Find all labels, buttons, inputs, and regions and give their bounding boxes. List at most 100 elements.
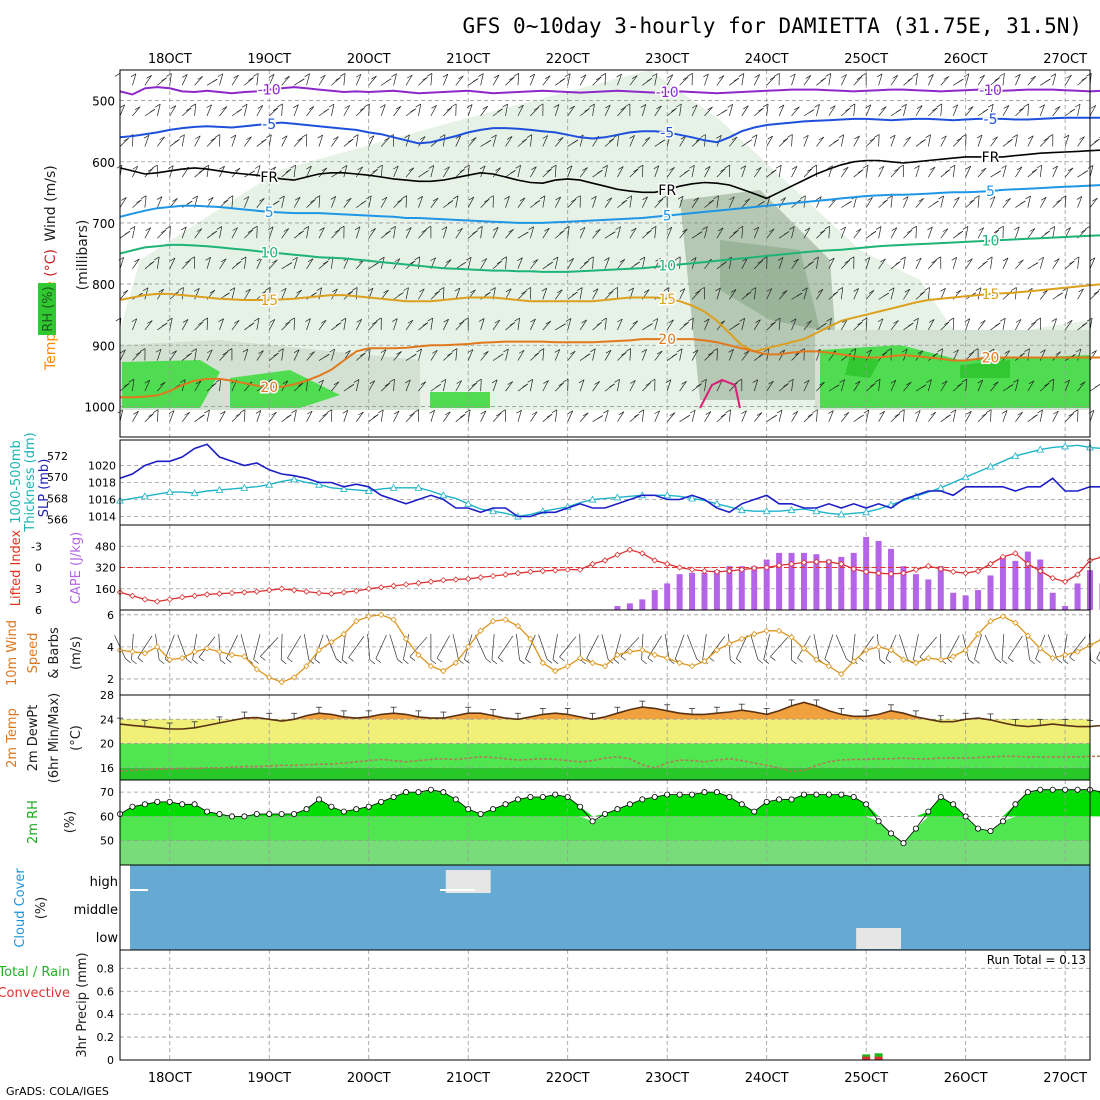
wind-barb-flag bbox=[354, 226, 361, 231]
wind-barb bbox=[1089, 165, 1094, 178]
wind-barb-flag bbox=[907, 77, 913, 82]
wind-barb bbox=[492, 134, 497, 147]
cape-bar bbox=[838, 556, 845, 610]
thickness-point bbox=[787, 506, 796, 514]
precip-convective-bar bbox=[874, 1056, 883, 1060]
wind-barb bbox=[592, 103, 595, 116]
wind-barb-flag bbox=[743, 350, 750, 355]
time-tick-label: 19OCT bbox=[247, 1071, 291, 1086]
wind-barb bbox=[318, 379, 324, 392]
wind-speed-point bbox=[651, 651, 658, 659]
wind-barb-flag bbox=[915, 257, 922, 262]
thickness-point bbox=[837, 510, 846, 518]
wind-barb bbox=[1077, 136, 1085, 147]
wind-barb bbox=[542, 320, 552, 331]
wind-barb-flag bbox=[551, 409, 558, 414]
wind-barb-flag bbox=[466, 104, 473, 108]
wind-barb bbox=[965, 73, 970, 86]
cloud-cover-area bbox=[130, 865, 1090, 950]
wind-barb-flag bbox=[913, 317, 919, 322]
rh-point bbox=[315, 796, 322, 803]
wind-barb-flag bbox=[820, 77, 827, 82]
panel-frame bbox=[119, 949, 1091, 1061]
wind-barb-flag bbox=[830, 105, 836, 109]
wind-barb-flag bbox=[260, 291, 266, 295]
wind-barb-flag bbox=[236, 108, 243, 113]
wind-barb-flag bbox=[568, 258, 574, 262]
wind-barb-flag bbox=[318, 379, 324, 384]
wind-barb bbox=[604, 104, 611, 117]
wind-barb-flag bbox=[943, 76, 949, 80]
tick-label: 900 bbox=[92, 339, 115, 353]
wind-barb-flag bbox=[1013, 379, 1019, 383]
wind-barb-flag bbox=[736, 378, 742, 383]
wind-barb bbox=[1027, 76, 1036, 86]
wind-barb-flag bbox=[592, 288, 599, 292]
wind-barb bbox=[530, 134, 533, 147]
li-point bbox=[925, 562, 932, 570]
wind-barb bbox=[281, 321, 291, 331]
rh-point bbox=[713, 789, 720, 796]
y-axis-title: CAPE (J/kg) bbox=[69, 532, 84, 604]
li-point bbox=[328, 590, 335, 597]
wind-barb-flag bbox=[663, 287, 670, 291]
wind-barb bbox=[853, 76, 863, 86]
wind-barb bbox=[1064, 167, 1074, 178]
wind-barb-flag bbox=[647, 323, 653, 327]
wind-barb-flag bbox=[789, 226, 795, 230]
wind-barb-flag bbox=[329, 348, 335, 353]
wind-barb bbox=[542, 227, 550, 239]
wind-barb-flag bbox=[421, 229, 427, 233]
wind-barb-flag bbox=[219, 165, 225, 170]
wind-barb-flag bbox=[882, 199, 888, 204]
wind-barb-flag bbox=[608, 290, 614, 295]
isotherm-label: FR bbox=[658, 183, 676, 199]
wind-barb-flag bbox=[546, 658, 553, 664]
wind-barb-flag bbox=[577, 287, 583, 291]
wind-barb-flag bbox=[497, 108, 503, 112]
wind-barb bbox=[828, 410, 834, 422]
wind-barb-flag bbox=[457, 227, 463, 232]
wind-barb-flag bbox=[594, 381, 600, 385]
y-axis-title-part: Wind (m/s) bbox=[43, 165, 59, 241]
wind-barb-flag bbox=[868, 290, 875, 294]
thickness-point bbox=[1011, 451, 1020, 459]
thickness-point bbox=[762, 507, 771, 515]
wind-barb bbox=[903, 289, 911, 300]
rh-point bbox=[303, 806, 310, 813]
wind-barb bbox=[965, 351, 975, 361]
wind-barb-flag bbox=[245, 288, 251, 293]
isotherm-label: -10 bbox=[979, 83, 1002, 99]
wind-barb bbox=[206, 317, 209, 330]
wind-speed-point bbox=[241, 653, 248, 660]
wind-barb bbox=[1039, 165, 1043, 178]
wind-barb-flag bbox=[344, 105, 350, 109]
wind-barb-flag bbox=[306, 165, 312, 170]
wind-barb-flag bbox=[191, 348, 197, 352]
wind-barb bbox=[654, 165, 660, 178]
wind-barb bbox=[169, 318, 173, 331]
wind-barb bbox=[517, 257, 523, 269]
wind-barb bbox=[791, 166, 798, 178]
wind-barb-flag bbox=[803, 379, 810, 384]
wind-barb-flag bbox=[1051, 318, 1057, 322]
wind-barb bbox=[679, 381, 687, 392]
wind-barb-flag bbox=[125, 658, 131, 663]
wind-barb-flag bbox=[233, 320, 240, 324]
li-point bbox=[813, 558, 820, 565]
wind-barb bbox=[647, 635, 662, 659]
wind-barb-flag bbox=[491, 134, 497, 139]
wind-barb-flag bbox=[854, 135, 860, 140]
wind-barb-flag bbox=[497, 353, 504, 358]
rh-point bbox=[527, 794, 534, 801]
wind-barb-flag bbox=[256, 257, 263, 262]
wind-barb-flag bbox=[894, 167, 900, 172]
wind-barb bbox=[629, 195, 633, 208]
wind-barb bbox=[778, 290, 788, 300]
wind-barb bbox=[517, 197, 526, 208]
wind-barb-flag bbox=[558, 382, 564, 386]
rh-point bbox=[589, 818, 596, 825]
wind-speed-point bbox=[974, 630, 982, 638]
wind-barb bbox=[716, 75, 725, 86]
wind-barb-flag bbox=[136, 199, 142, 204]
